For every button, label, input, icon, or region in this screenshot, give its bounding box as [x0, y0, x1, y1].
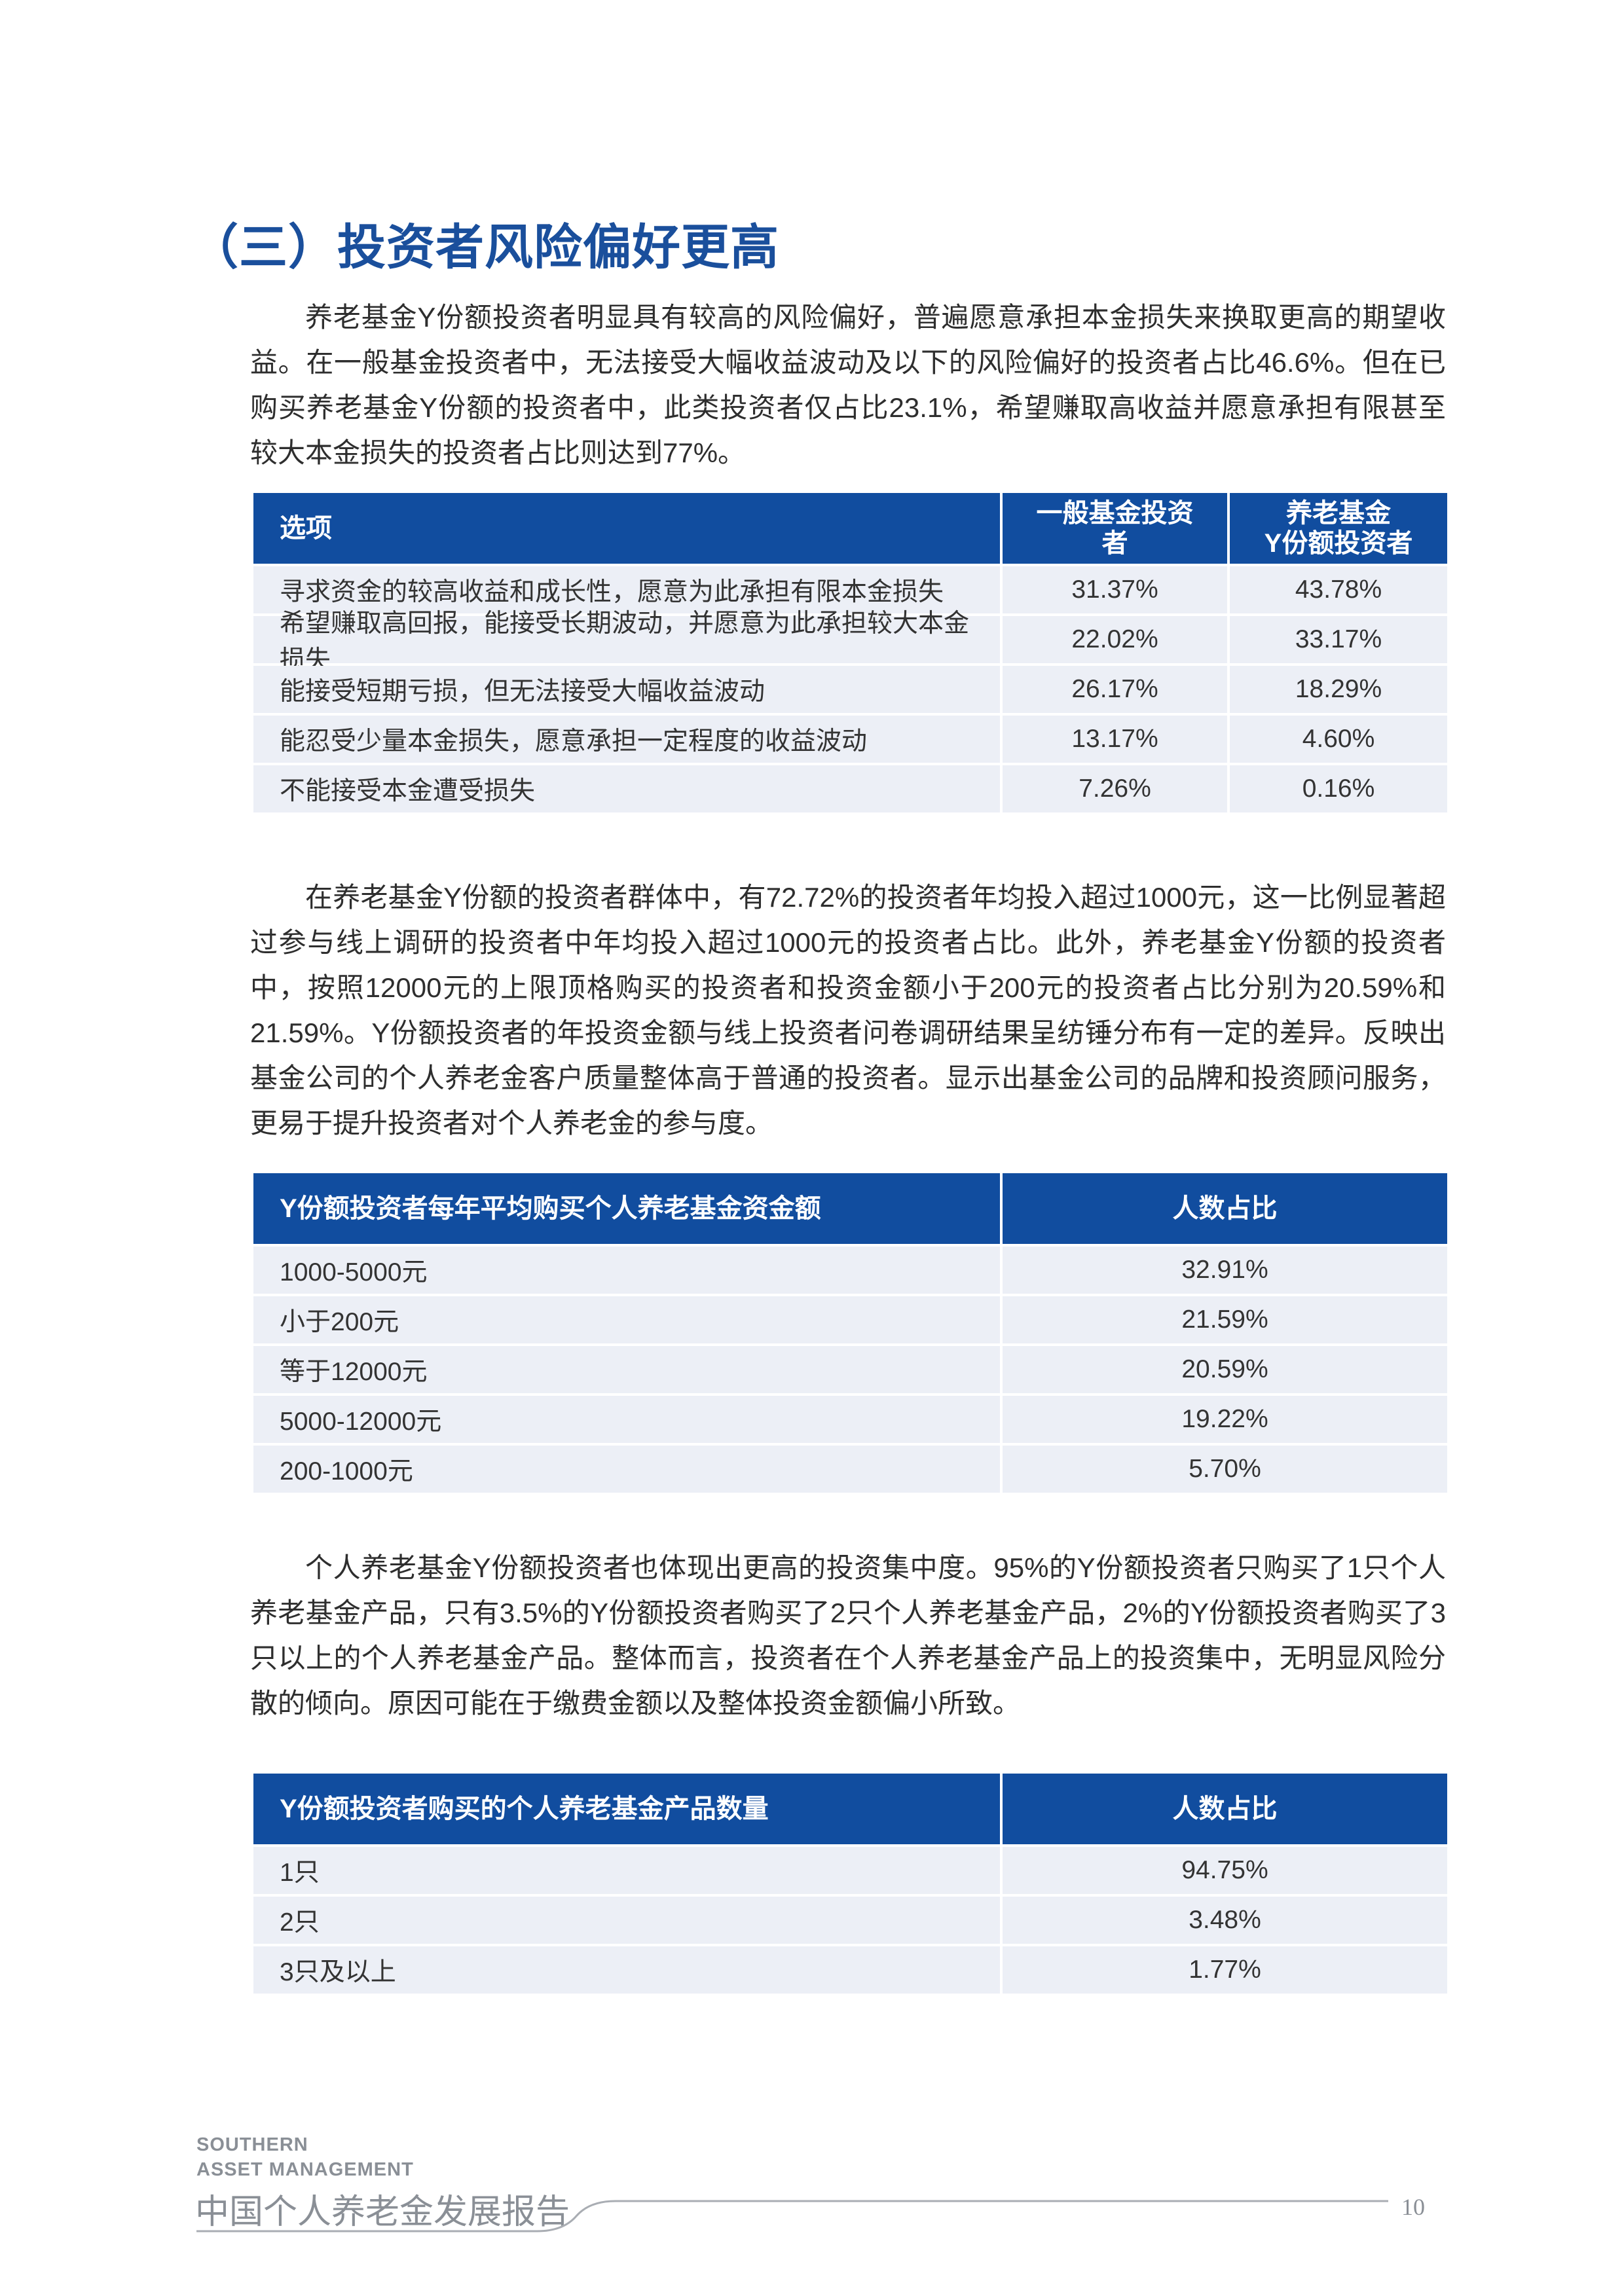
brand-line: ASSET MANAGEMENT [196, 2159, 414, 2180]
table: 选项 一般基金投资者 养老基金 Y份额投资者寻求资金的较高收益和成长性，愿意为此承担… [253, 493, 1447, 812]
table-header-cell: Y份额投资者每年平均购买个人养老基金资金额 [253, 1173, 1000, 1244]
table-cell: 2只 [253, 1897, 1000, 1944]
table-cell: 200-1000元 [253, 1446, 1000, 1493]
table-cell: 5000-12000元 [253, 1396, 1000, 1443]
table-header-cell: Y份额投资者购买的个人养老基金产品数量 [253, 1774, 1000, 1844]
table-cell: 32.91% [1003, 1247, 1447, 1294]
table-cell: 1.77% [1003, 1946, 1447, 1994]
table-cell: 31.37% [1003, 566, 1227, 613]
table-cell: 7.26% [1003, 765, 1227, 812]
table-cell: 26.17% [1003, 666, 1227, 713]
table-cell: 4.60% [1230, 716, 1447, 763]
table-cell: 19.22% [1003, 1396, 1447, 1443]
footer-rule [196, 2200, 1388, 2232]
table-cell: 22.02% [1003, 616, 1227, 663]
paragraph: 养老基金Y份额投资者明显具有较高的风险偏好，普遍愿意承担本金损失来换取更高的期望… [250, 302, 1446, 468]
table-cell: 1000-5000元 [253, 1247, 1000, 1294]
table-header-cell: 人数占比 [1003, 1774, 1447, 1844]
table-cell: 等于12000元 [253, 1346, 1000, 1393]
table-cell: 43.78% [1230, 566, 1447, 613]
table-cell: 3.48% [1003, 1897, 1447, 1944]
table-cell: 33.17% [1230, 616, 1447, 663]
table-cell: 能接受短期亏损，但无法接受大幅收益波动 [253, 666, 1000, 713]
report-title: 中国个人养老金发展报告 [195, 2193, 570, 2231]
table-header-cell: 一般基金投资者 [1003, 493, 1227, 564]
table: Y份额投资者购买的个人养老基金产品数量 人数占比 1只 94.75% 2只 3.48% 3只… [253, 1774, 1447, 1994]
table-cell: 21.59% [1003, 1296, 1447, 1343]
paragraph: 个人养老基金Y份额投资者也体现出更高的投资集中度。95%的Y份额投资者只购买了1… [250, 1552, 1446, 1719]
table-cell: 1只 [253, 1847, 1000, 1894]
table-cell: 94.75% [1003, 1847, 1447, 1894]
table-cell: 小于200元 [253, 1296, 1000, 1343]
table-cell: 不能接受本金遭受损失 [253, 765, 1000, 812]
table-cell: 0.16% [1230, 765, 1447, 812]
table: Y份额投资者每年平均购买个人养老基金资金额 人数占比 1000-5000元 32.91… [253, 1173, 1447, 1493]
table-cell: 寻求资金的较高收益和成长性，愿意为此承担有限本金损失 [253, 566, 1000, 613]
table-cell: 18.29% [1230, 666, 1447, 713]
table-cell: 5.70% [1003, 1446, 1447, 1493]
page-number: 10 [1401, 2194, 1425, 2220]
table-cell: 能忍受少量本金损失，愿意承担一定程度的收益波动 [253, 716, 1000, 763]
table-header-cell: 选项 [253, 493, 1000, 564]
section-heading: （三）投资者风险偏好更高 [190, 220, 779, 274]
paragraph: 在养老基金Y份额的投资者群体中，有72.72%的投资者年均投入超过1000元，这… [250, 882, 1446, 1139]
table-cell: 希望赚取高回报，能接受长期波动，并愿意为此承担较大本金损失 [253, 610, 1000, 674]
table-header-cell: 人数占比 [1003, 1173, 1447, 1244]
table-cell: 3只及以上 [253, 1946, 1000, 1994]
table-header-cell: 养老基金 Y份额投资者 [1230, 493, 1447, 564]
table-cell: 13.17% [1003, 716, 1227, 763]
table-cell: 20.59% [1003, 1346, 1447, 1393]
brand-line: SOUTHERN [196, 2134, 308, 2155]
footer-line [196, 2200, 1388, 2232]
